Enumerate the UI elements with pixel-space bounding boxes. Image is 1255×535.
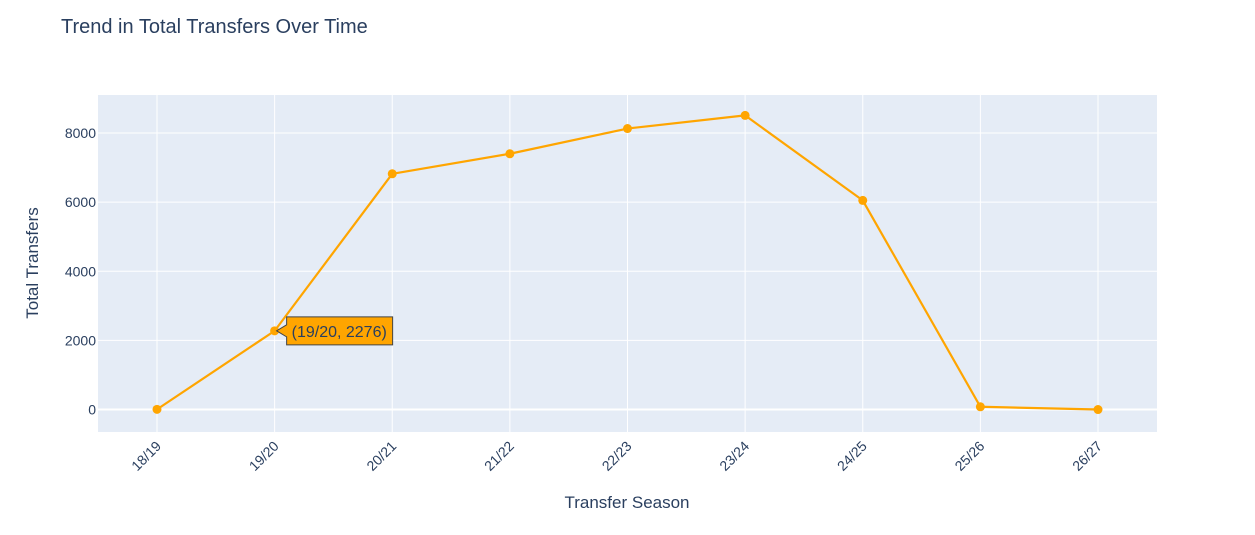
x-tick-label: 18/19 xyxy=(128,438,164,474)
y-tick-label: 8000 xyxy=(65,125,96,141)
data-point xyxy=(858,195,868,205)
y-axis-title: Total Transfers xyxy=(23,207,42,319)
data-point xyxy=(975,402,985,412)
data-point xyxy=(1093,405,1103,415)
series-layer xyxy=(152,110,1103,415)
y-tick-label: 4000 xyxy=(65,263,96,279)
data-point xyxy=(623,124,632,134)
x-tick-label: 24/25 xyxy=(834,438,870,474)
x-tick-label: 21/22 xyxy=(481,438,517,474)
chart-title: Trend in Total Transfers Over Time xyxy=(61,16,368,38)
data-point xyxy=(152,404,162,414)
hover-tooltip: (19/20, 2276) xyxy=(275,316,394,346)
data-point xyxy=(270,326,280,336)
data-point xyxy=(740,110,750,120)
tooltip-label: (19/20, 2276) xyxy=(292,324,387,341)
x-axis-title: Transfer Season xyxy=(564,493,689,512)
tooltip-box xyxy=(275,316,394,346)
x-tick-label: 22/23 xyxy=(599,438,635,474)
x-tick-label: 19/20 xyxy=(246,438,282,474)
data-point xyxy=(387,169,397,179)
y-tick-label: 2000 xyxy=(65,332,96,348)
y-axis-ticks: 0 2000 4000 6000 8000 xyxy=(65,125,96,418)
x-tick-label: 25/26 xyxy=(951,438,987,474)
data-point xyxy=(505,149,515,159)
x-axis-ticks: 18/19 19/20 20/21 21/22 22/23 23/24 24/25 25/26… xyxy=(128,438,1105,474)
x-tick-label: 26/27 xyxy=(1069,438,1105,474)
y-tick-label: 0 xyxy=(88,402,96,418)
y-tick-label: 6000 xyxy=(65,194,96,210)
x-tick-label: 23/24 xyxy=(716,438,752,474)
x-tick-label: 20/21 xyxy=(363,438,399,474)
